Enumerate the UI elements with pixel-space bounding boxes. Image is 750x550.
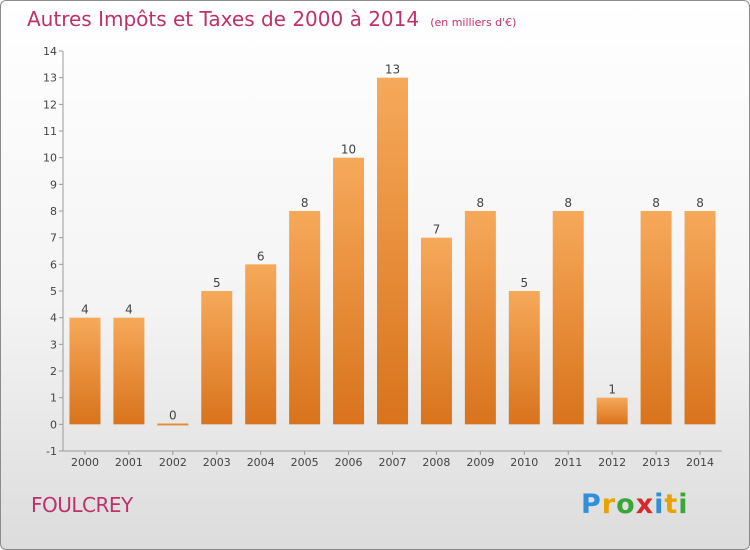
data-label: 4 [125,303,133,317]
bar-2008 [420,237,452,425]
data-label: 5 [520,276,528,290]
bar-2011 [552,211,584,425]
x-tick-label: 2014 [686,456,714,469]
x-tick-label: 2005 [291,456,319,469]
x-tick-label: 2000 [71,456,99,469]
data-label: 13 [385,63,400,77]
bar-2012 [596,397,628,425]
y-tick-label: 8 [50,205,57,218]
y-tick-label: 11 [43,125,57,138]
data-label: 8 [652,196,660,210]
data-label: 8 [696,196,704,210]
chart-title: Autres Impôts et Taxes de 2000 à 2014 [27,7,420,31]
brand-letter: i [678,489,689,520]
y-tick-label: 5 [50,285,57,298]
y-tick-label: 3 [50,338,57,351]
y-tick-label: 1 [50,392,57,405]
bar-2002 [157,423,189,426]
x-tick-label: 2012 [598,456,626,469]
brand-letter: x [635,489,655,520]
data-labels-group: 4 4 0 5 6 8 10 13 7 8 5 8 1 8 8 [81,63,704,423]
data-label: 5 [213,276,221,290]
x-tick-label: 2007 [379,456,407,469]
brand-letter: i [654,489,665,520]
x-tick-label: 2013 [642,456,670,469]
y-tick-label: 7 [50,232,57,245]
y-tick-label: 4 [50,312,57,325]
data-label: 7 [433,223,441,237]
y-tick-label: 12 [43,98,57,111]
bar-2009 [464,211,496,425]
data-label: 6 [257,249,265,263]
data-label: 8 [564,196,572,210]
bar-2001 [113,317,145,425]
x-tick-label: 2006 [335,456,363,469]
bar-2010 [508,291,540,425]
chart-subtitle: (en milliers d'€) [430,16,517,29]
bar-2007 [377,77,408,425]
y-tick-label: 9 [50,178,57,191]
x-tick-label: 2011 [554,456,582,469]
bar-2014 [684,211,716,425]
brand-letter: r [601,489,617,520]
data-label: 1 [608,383,616,397]
commune-name: FOULCREY [31,493,133,517]
y-tick-label: 6 [50,258,57,271]
data-label: 0 [169,408,177,422]
bar-2000 [69,317,101,425]
brand-letter: P [581,489,602,520]
brand-letter: o [616,489,636,520]
x-tick-label: 2009 [466,456,494,469]
data-label: 10 [341,143,356,157]
y-tick-label: 10 [43,152,57,165]
y-tick-label: 13 [43,72,57,85]
bar-2005 [289,211,321,425]
title-block: Autres Impôts et Taxes de 2000 à 2014 (e… [27,7,516,31]
y-tick-label: 0 [50,418,57,431]
y-tick-label: 2 [50,365,57,378]
bar-2013 [640,211,672,425]
x-tick-label: 2010 [510,456,538,469]
data-label: 4 [81,303,89,317]
x-tick-label: 2004 [247,456,275,469]
data-label: 8 [477,196,485,210]
bar-2004 [245,264,277,425]
bar-2003 [201,291,233,425]
bar-2006 [333,157,365,425]
y-tick-label: -1 [46,445,57,458]
x-tick-label: 2001 [115,456,143,469]
data-label: 8 [301,196,309,210]
y-tick-label: 14 [43,45,57,58]
x-tick-label: 2003 [203,456,231,469]
brand-letter: t [664,489,679,520]
x-tick-label: 2002 [159,456,187,469]
proxiti-logo[interactable]: Proxiti [581,489,689,520]
x-tick-label: 2008 [422,456,450,469]
bars-group [69,77,716,426]
